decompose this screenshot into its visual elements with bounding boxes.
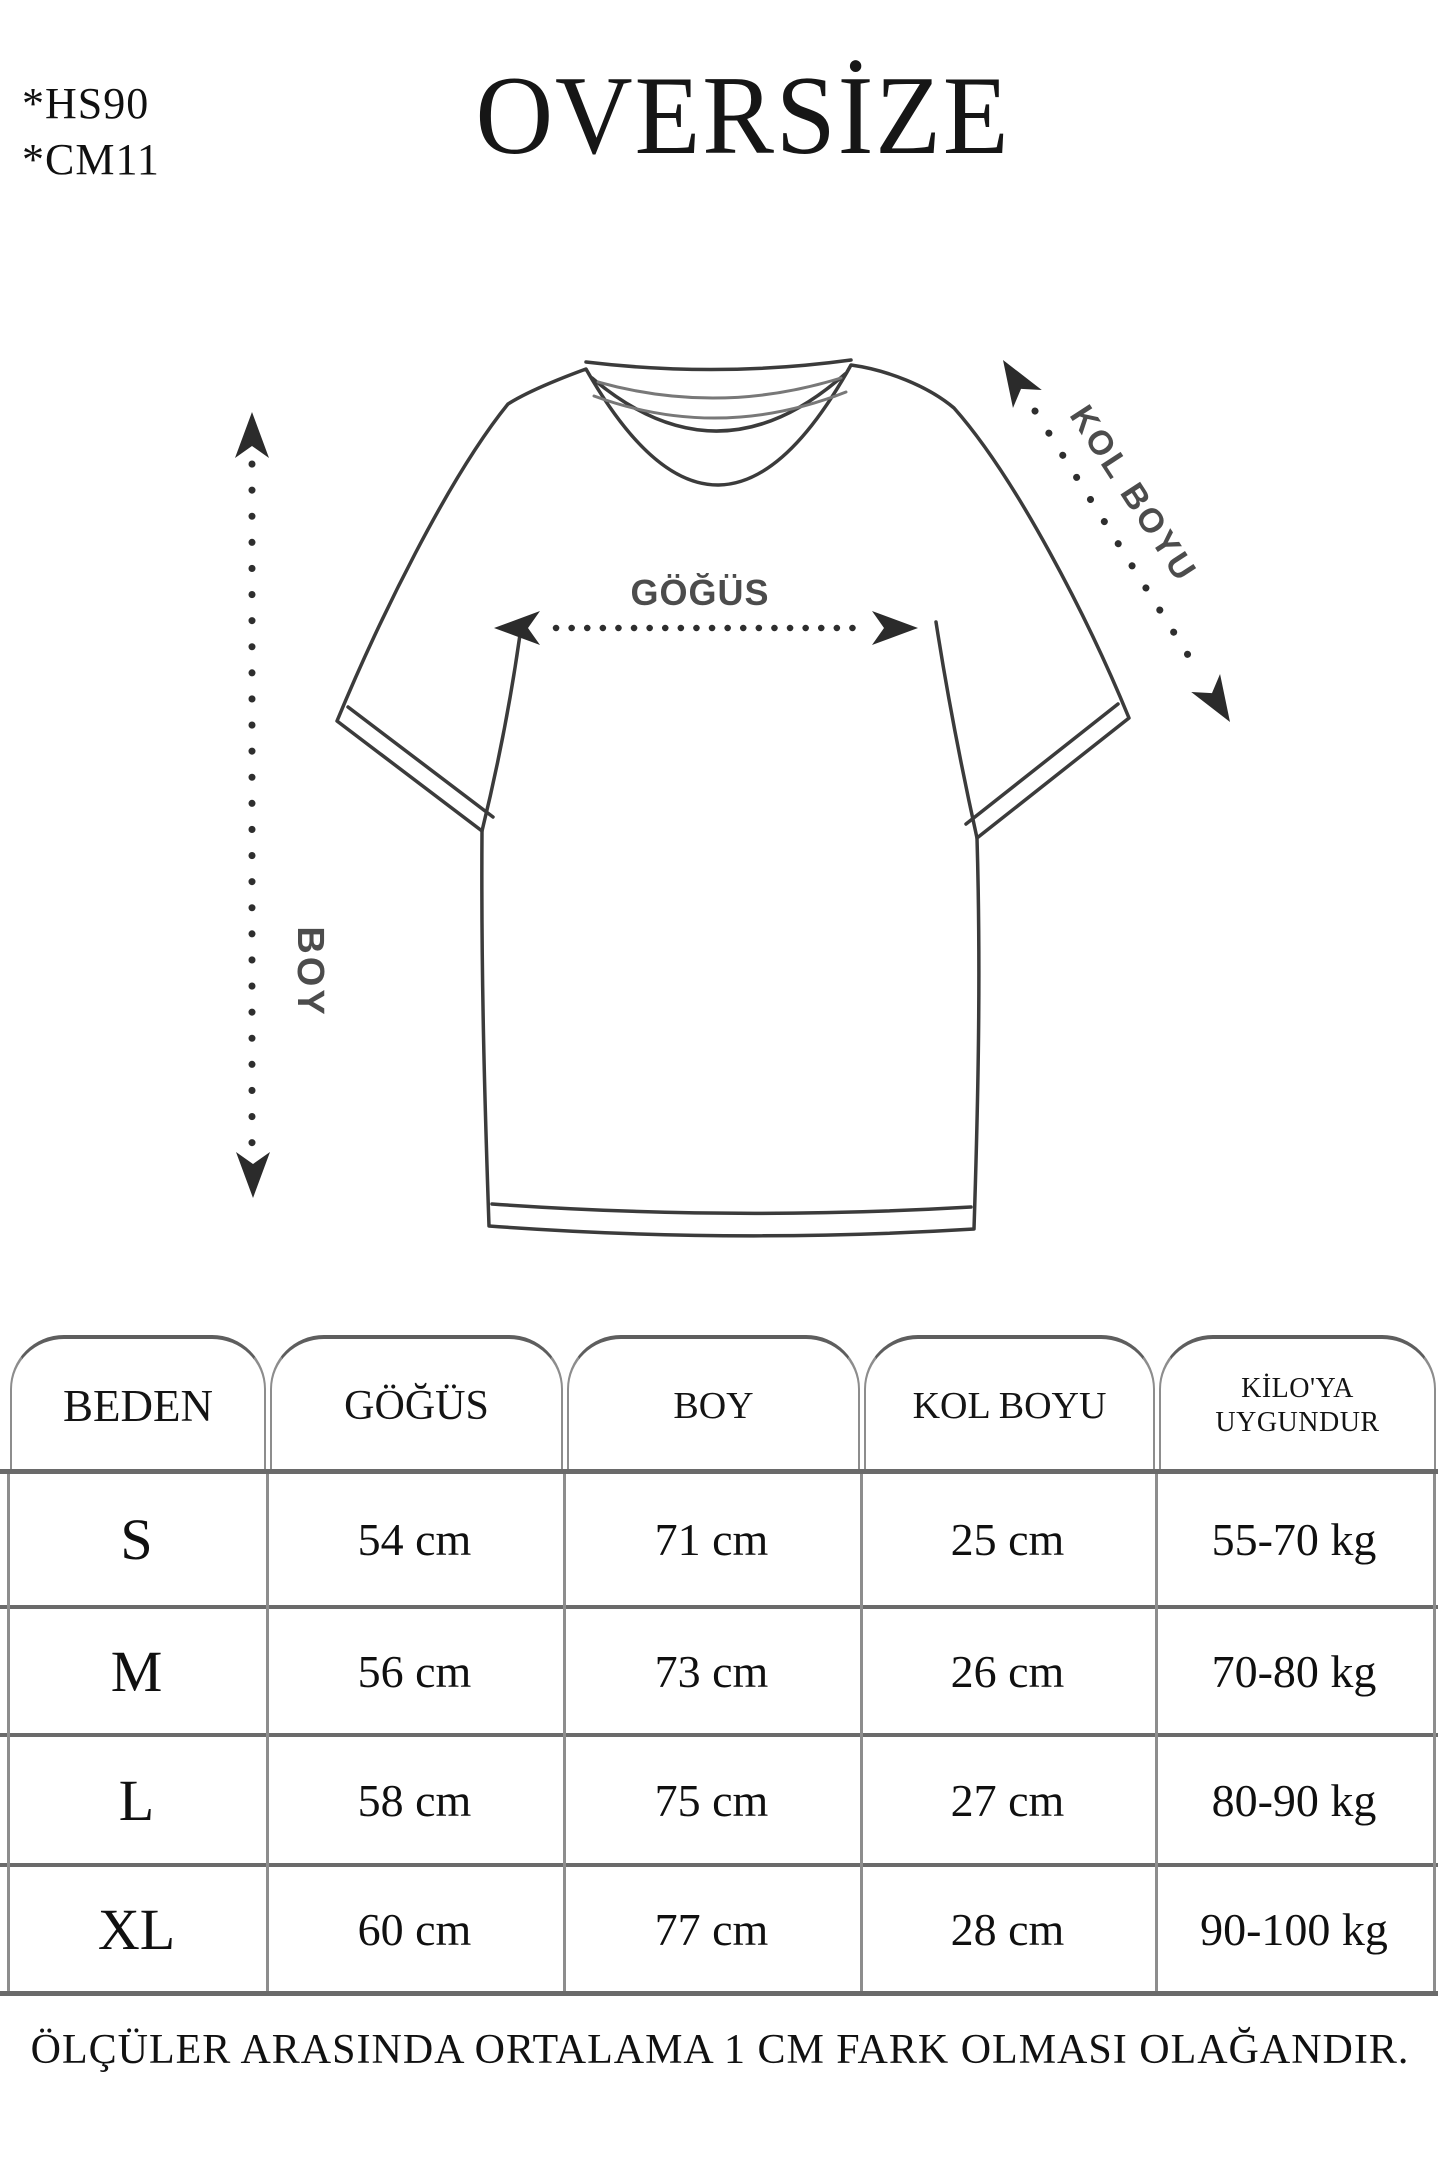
right-sleeve-seam <box>934 620 979 840</box>
size-l-length: 75 cm <box>654 1774 769 1826</box>
size-s-sleeve: 25 cm <box>950 1514 1065 1565</box>
hem-line <box>490 1202 973 1216</box>
size-xl-sleeve: 28 cm <box>950 1903 1065 1955</box>
product-codes: *HS90 *CM11 <box>22 76 160 188</box>
table-column-border <box>1155 1474 1158 1991</box>
size-m-length: 73 cm <box>654 1645 769 1697</box>
size-s-label: S <box>120 1507 153 1572</box>
table-column-border <box>266 1474 269 1991</box>
table-row-divider <box>0 1733 1438 1737</box>
table-bottom-border <box>0 1991 1438 1996</box>
page-title: OVERSİZE <box>475 54 1011 178</box>
size-l-label: L <box>118 1767 155 1833</box>
length-arrow-top-head <box>235 412 269 458</box>
column-header-length: BOY <box>567 1335 860 1473</box>
table-column-border <box>563 1474 566 1991</box>
size-s-weight: 55-70 kg <box>1211 1514 1377 1565</box>
sleeve-arrow-dots <box>1031 407 1202 675</box>
size-m-weight: 70-80 kg <box>1211 1645 1377 1697</box>
table-header-divider <box>0 1469 1438 1474</box>
size-m-label: M <box>110 1638 163 1704</box>
size-xl-label: XL <box>97 1896 176 1962</box>
size-l-sleeve: 27 cm <box>950 1774 1065 1826</box>
length-arrow-bottom-head <box>236 1152 270 1198</box>
size-l-chest: 58 cm <box>357 1774 472 1826</box>
sleeve-arrow-top-head <box>1003 360 1042 409</box>
size-l-weight: 80-90 kg <box>1211 1774 1377 1826</box>
length-label: BOY <box>289 926 331 1017</box>
size-xl-chest: 60 cm <box>357 1903 472 1955</box>
column-header-sleeve: KOL BOYU <box>864 1335 1155 1473</box>
size-m-chest: 56 cm <box>357 1645 472 1697</box>
table-row-divider <box>0 1605 1438 1609</box>
column-header-size: BEDEN <box>10 1335 266 1473</box>
left-sleeve-seam <box>480 618 524 833</box>
tshirt-measurement-diagram: BOY GÖĞÜS KOL BOYU <box>235 358 1230 1238</box>
right-cuff-line <box>964 702 1120 826</box>
collar-ribbing-line <box>596 376 843 400</box>
chest-label: GÖĞÜS <box>630 572 769 613</box>
size-table: BEDEN GÖĞÜS BOY KOL BOYU KİLO'YA UYGUNDU… <box>0 1335 1440 2000</box>
table-column-border <box>7 1474 10 1991</box>
sleeve-arrow-bottom-head <box>1191 673 1230 722</box>
chest-arrow-left-head <box>494 611 540 645</box>
table-column-border <box>1433 1474 1436 1991</box>
column-header-chest: GÖĞÜS <box>270 1335 563 1473</box>
table-row-divider <box>0 1863 1438 1867</box>
product-code-hs: *HS90 <box>22 79 150 128</box>
size-xl-length: 77 cm <box>654 1903 769 1955</box>
column-header-weight: KİLO'YA UYGUNDUR <box>1159 1335 1436 1473</box>
size-s-length: 71 cm <box>654 1514 769 1565</box>
measurement-note: ÖLÇÜLER ARASINDA ORTALAMA 1 CM FARK OLMA… <box>30 2027 1410 2073</box>
collar-ribbing-line <box>592 390 848 420</box>
collar-inner-curve <box>590 372 847 433</box>
product-code-cm: *CM11 <box>22 135 160 184</box>
table-column-border <box>860 1474 863 1991</box>
collar-back-arc <box>584 358 853 372</box>
sleeve-label: KOL BOYU <box>1062 399 1204 590</box>
chest-arrow-right-head <box>872 611 918 645</box>
size-s-chest: 54 cm <box>357 1514 472 1565</box>
left-cuff-line <box>346 705 495 819</box>
tshirt-outline <box>335 363 1131 1238</box>
size-xl-weight: 90-100 kg <box>1200 1903 1388 1955</box>
size-m-sleeve: 26 cm <box>950 1645 1065 1697</box>
